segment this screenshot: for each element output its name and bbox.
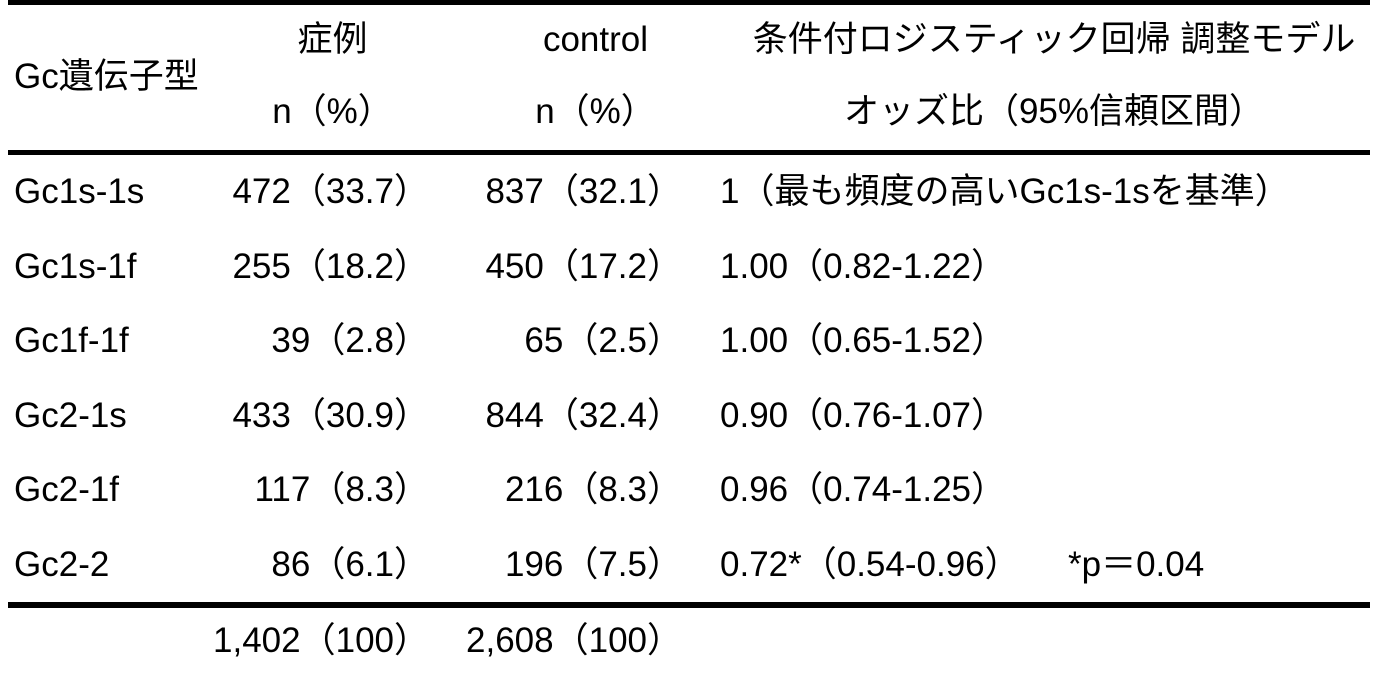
odds-ratio-cell: 1.00（0.65-1.52） <box>720 321 1007 360</box>
p-value-note: *p＝0.04 <box>1068 544 1205 584</box>
cases-cell: 39（2.8） <box>271 321 429 360</box>
table-footer: 1,402（100） 2,608（100） <box>8 605 1371 675</box>
odds-ratio-cell: 0.72*（0.54-0.96） <box>720 544 1020 584</box>
genotype-cell: Gc1s-1s <box>14 172 145 211</box>
footer-empty-note <box>1068 605 1370 675</box>
note-cell <box>1068 304 1370 379</box>
header-model-title: 条件付ロジスティック回帰 調整モデル <box>752 19 1356 59</box>
control-cell: 216（8.3） <box>504 470 682 509</box>
genotype-cell: Gc1s-1f <box>14 246 137 286</box>
subheader-cases-n-pct: n（%） <box>272 92 393 132</box>
footer-empty-genotype <box>8 605 208 675</box>
genotype-cell: Gc2-1s <box>14 395 127 435</box>
note-cell <box>1068 453 1370 528</box>
gc-genotype-table: Gc遺伝子型 症例 control 条件付ロジスティック回帰 調整モデル n（%… <box>8 0 1371 675</box>
cases-cell: 117（8.3） <box>254 470 429 509</box>
odds-ratio-cell: 0.96（0.74-1.25） <box>720 470 1007 509</box>
subheader-control-n-pct: n（%） <box>535 92 656 132</box>
subheader-odds-ratio-ci: オッズ比（95%信頼区間） <box>843 92 1265 132</box>
table-row: Gc1s-1f 255（18.2） 450（17.2） 1.00（0.82-1.… <box>8 230 1370 305</box>
cases-cell: 86（6.1） <box>271 544 429 584</box>
cases-total: 1,402（100） <box>213 621 429 661</box>
note-cell <box>1068 230 1370 305</box>
genotype-cell: Gc2-1f <box>14 470 120 509</box>
control-total: 2,608（100） <box>466 621 682 661</box>
control-cell: 450（17.2） <box>485 246 682 286</box>
table-row: Gc1s-1s 472（33.7） 837（32.1） 1（最も頻度の高いGc1… <box>8 153 1370 230</box>
header-control: control <box>542 19 649 59</box>
table-row: Gc2-2 86（6.1） 196（7.5） 0.72*（0.54-0.96） … <box>8 528 1370 606</box>
totals-row: 1,402（100） 2,608（100） <box>8 605 1370 675</box>
cases-cell: 472（33.7） <box>232 172 429 211</box>
odds-ratio-cell: 0.90（0.76-1.07） <box>720 395 1007 435</box>
control-cell: 65（2.5） <box>524 321 682 360</box>
footer-empty-or <box>688 605 1068 675</box>
control-cell: 837（32.1） <box>485 172 682 211</box>
cases-cell: 433（30.9） <box>232 395 429 435</box>
cases-cell: 255（18.2） <box>232 246 429 286</box>
control-cell: 844（32.4） <box>485 395 682 435</box>
odds-ratio-cell: 1（最も頻度の高いGc1s-1sを基準） <box>720 172 1290 211</box>
genotype-cell: Gc2-2 <box>14 544 110 584</box>
note-cell <box>1068 379 1370 454</box>
header-genotype: Gc遺伝子型 <box>14 57 199 97</box>
table-header: Gc遺伝子型 症例 control 条件付ロジスティック回帰 調整モデル n（%… <box>8 3 1371 153</box>
table-row: Gc2-1f 117（8.3） 216（8.3） 0.96（0.74-1.25） <box>8 453 1370 528</box>
table-row: Gc1f-1f 39（2.8） 65（2.5） 1.00（0.65-1.52） <box>8 304 1370 379</box>
table-row: Gc2-1s 433（30.9） 844（32.4） 0.90（0.76-1.0… <box>8 379 1370 454</box>
odds-ratio-cell: 1.00（0.82-1.22） <box>720 246 1007 286</box>
table-body: Gc1s-1s 472（33.7） 837（32.1） 1（最も頻度の高いGc1… <box>8 153 1370 606</box>
header-cases: 症例 <box>297 19 368 59</box>
genotype-cell: Gc1f-1f <box>14 321 129 360</box>
control-cell: 196（7.5） <box>504 544 682 584</box>
